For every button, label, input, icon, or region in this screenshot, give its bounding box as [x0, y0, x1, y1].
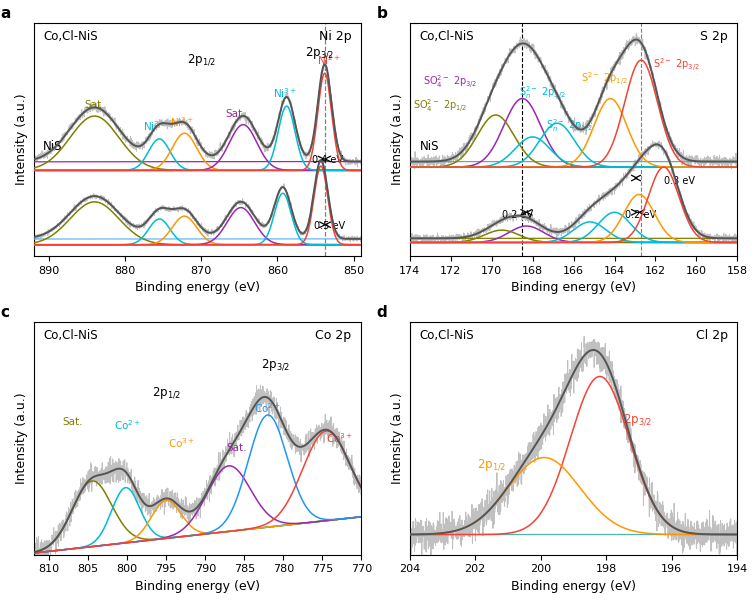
Text: b: b: [377, 7, 388, 22]
Text: Ni$^{3+}$: Ni$^{3+}$: [143, 119, 168, 133]
Text: 0.2 eV: 0.2 eV: [502, 210, 533, 220]
Text: 2p$_{1/2}$: 2p$_{1/2}$: [186, 53, 216, 68]
Text: Sat.: Sat.: [226, 443, 247, 453]
Text: SO$_4^{2-}$ 2p$_{1/2}$: SO$_4^{2-}$ 2p$_{1/2}$: [413, 98, 467, 115]
Text: a: a: [1, 7, 11, 22]
X-axis label: Binding energy (eV): Binding energy (eV): [135, 281, 260, 295]
Text: Co$^{3+}$: Co$^{3+}$: [168, 436, 196, 450]
Text: 2p$_{3/2}$: 2p$_{3/2}$: [305, 46, 334, 61]
Text: 0.4 eV: 0.4 eV: [312, 155, 343, 165]
Text: Co$^{2+}$: Co$^{2+}$: [114, 419, 140, 433]
Text: Ni 2p: Ni 2p: [319, 30, 352, 43]
Text: 2p$_{1/2}$: 2p$_{1/2}$: [477, 457, 506, 473]
Text: NiS: NiS: [43, 140, 63, 152]
Text: S$^{2-}$ 2p$_{3/2}$: S$^{2-}$ 2p$_{3/2}$: [652, 56, 699, 73]
Text: Co,Cl-NiS: Co,Cl-NiS: [420, 329, 474, 342]
Text: S$_n^{2-}$ 2p$_{1/2}$: S$_n^{2-}$ 2p$_{1/2}$: [546, 117, 593, 134]
Text: Co,Cl-NiS: Co,Cl-NiS: [43, 30, 98, 43]
Text: Sat.: Sat.: [225, 109, 246, 119]
Y-axis label: Intensity (a.u.): Intensity (a.u.): [15, 94, 28, 185]
Text: Co,Cl-NiS: Co,Cl-NiS: [43, 329, 98, 342]
Text: 2p$_{3/2}$: 2p$_{3/2}$: [623, 413, 652, 428]
Text: S 2p: S 2p: [700, 30, 728, 43]
Text: 2p$_{1/2}$: 2p$_{1/2}$: [152, 385, 181, 401]
Text: 0.2 eV: 0.2 eV: [624, 210, 656, 220]
Text: S$^{2-}$ 2p$_{1/2}$: S$^{2-}$ 2p$_{1/2}$: [581, 70, 627, 87]
Text: Sat.: Sat.: [63, 418, 83, 427]
Y-axis label: Intensity (a.u.): Intensity (a.u.): [391, 94, 404, 185]
Text: Co 2p: Co 2p: [316, 329, 352, 342]
Text: Sat.: Sat.: [85, 100, 105, 110]
Text: 0.3 eV: 0.3 eV: [664, 176, 695, 185]
Y-axis label: Intensity (a.u.): Intensity (a.u.): [391, 392, 404, 484]
Text: c: c: [1, 305, 10, 320]
Text: Co,Cl-NiS: Co,Cl-NiS: [420, 30, 474, 43]
Text: d: d: [377, 305, 387, 320]
Text: Cl 2p: Cl 2p: [695, 329, 728, 342]
Text: S$_n^{2-}$ 2p$_{3/2}$: S$_n^{2-}$ 2p$_{3/2}$: [519, 84, 566, 101]
X-axis label: Binding energy (eV): Binding energy (eV): [511, 281, 636, 295]
Text: Ni$^{2+}$: Ni$^{2+}$: [170, 115, 194, 129]
Text: Co$^{3+}$: Co$^{3+}$: [326, 431, 353, 445]
Text: Ni$^{3+}$: Ni$^{3+}$: [273, 86, 297, 100]
X-axis label: Binding energy (eV): Binding energy (eV): [135, 580, 260, 593]
Text: 0.5 eV: 0.5 eV: [314, 221, 345, 231]
Text: 2p$_{3/2}$: 2p$_{3/2}$: [261, 358, 290, 373]
Text: NiS: NiS: [420, 140, 439, 152]
Text: Ni$^{2+}$: Ni$^{2+}$: [317, 53, 341, 67]
Y-axis label: Intensity (a.u.): Intensity (a.u.): [15, 392, 28, 484]
Text: SO$_4^{2-}$ 2p$_{3/2}$: SO$_4^{2-}$ 2p$_{3/2}$: [424, 73, 478, 90]
Text: Co$^{2+}$: Co$^{2+}$: [254, 401, 281, 415]
X-axis label: Binding energy (eV): Binding energy (eV): [511, 580, 636, 593]
